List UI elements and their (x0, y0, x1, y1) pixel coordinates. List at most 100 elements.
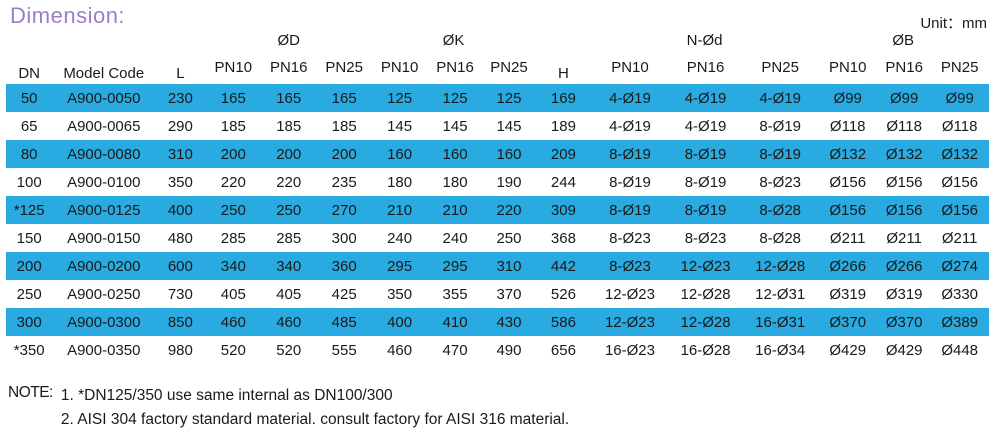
table-cell: 405 (276, 285, 302, 303)
header-group-ok: ØK (442, 32, 465, 49)
header-ob-pn10: PN10 (828, 59, 867, 76)
table-cell: 12-Ø23 (591, 308, 669, 336)
header-ok-pn10: PN10 (380, 59, 419, 76)
table-cell: 4-Ø19 (684, 117, 727, 135)
table-cell: 190 (496, 173, 522, 191)
header-group-od: ØD (277, 32, 300, 49)
table-cell: 400 (371, 308, 428, 336)
table-cell: 405 (220, 285, 246, 303)
table-cell: Ø118 (886, 117, 922, 135)
table-cell: A900-0100 (67, 173, 141, 191)
unit-label: Unit：mm (920, 15, 987, 32)
table-row: 100 A900-0100 350 220 220 235 180 180 190 244 8-Ø1… (6, 168, 989, 196)
table-cell: 355 (442, 285, 468, 303)
table-cell: A900-0065 (67, 117, 141, 135)
table-cell: *125 (6, 196, 53, 224)
dimension-table: DN Model Code L ØD ØK H N-Ød ØB PN10 PN1… (6, 20, 989, 364)
table-cell: 8-Ø19 (609, 173, 651, 191)
table-cell: 480 (167, 229, 193, 247)
table-cell: Ø319 (829, 285, 867, 303)
table-cell: Ø211 (941, 229, 978, 247)
table-cell: 16-Ø34 (755, 341, 806, 359)
table-cell: 442 (535, 252, 592, 280)
table-cell: 150 (16, 229, 42, 247)
table-row: 50 A900-0050 230 165 165 165 125 125 125 169 4-Ø19… (6, 84, 989, 112)
table-cell: A900-0250 (67, 285, 141, 303)
table-cell: 8-Ø19 (591, 140, 669, 168)
table-cell: A900-0080 (52, 140, 156, 168)
table-cell: 165 (205, 84, 261, 112)
table-cell: 8-Ø19 (742, 140, 818, 168)
table-cell: 200 (6, 252, 53, 280)
table-cell: 310 (155, 140, 206, 168)
table-cell: 250 (205, 196, 261, 224)
table-cell: Ø132 (877, 140, 931, 168)
table-row: 150 A900-0150 480 285 285 300 240 240 250 368 8-Ø2… (6, 224, 989, 252)
table-header: DN Model Code L ØD ØK H N-Ød ØB PN10 PN1… (6, 20, 989, 84)
header-h: H (558, 65, 569, 82)
table-cell: Ø274 (930, 252, 989, 280)
table-cell: 850 (155, 308, 206, 336)
header-od-pn10: PN10 (214, 59, 253, 76)
table-cell: 250 (16, 285, 42, 303)
table-cell: 230 (155, 84, 206, 112)
table-cell: 8-Ø19 (668, 140, 743, 168)
table-cell: Ø156 (829, 173, 867, 191)
table-cell: 250 (496, 229, 522, 247)
table-cell: Ø429 (829, 341, 867, 359)
table-cell: Ø156 (817, 196, 878, 224)
table-cell: Ø132 (930, 140, 989, 168)
table-cell: 145 (387, 117, 413, 135)
header-dn: DN (18, 65, 41, 82)
table-cell: 430 (482, 308, 536, 336)
header-model-code: Model Code (63, 65, 145, 82)
table-cell: Ø99 (877, 84, 931, 112)
table-cell: 100 (16, 173, 42, 191)
header-group-nod: N-Ød (686, 32, 723, 49)
table-cell: 125 (371, 84, 428, 112)
table-cell: A900-0350 (67, 341, 141, 359)
table-cell: 290 (167, 117, 193, 135)
table-cell: 410 (427, 308, 483, 336)
table-cell: 160 (482, 140, 536, 168)
table-cell: Ø330 (941, 285, 979, 303)
table-cell: 160 (371, 140, 428, 168)
table-cell: 80 (6, 140, 53, 168)
table-cell: 12-Ø23 (604, 285, 655, 303)
table-cell: Ø389 (930, 308, 989, 336)
table-cell: 8-Ø19 (668, 196, 743, 224)
table-row: 250 A900-0250 730 405 405 425 350 355 370 526 12-Ø… (6, 280, 989, 308)
header-ok-pn25: PN25 (490, 59, 528, 76)
table-cell: 12-Ø28 (668, 308, 743, 336)
table-cell: 189 (550, 117, 576, 135)
table-cell: 526 (550, 285, 576, 303)
table-cell: 160 (427, 140, 483, 168)
table-cell: A900-0150 (67, 229, 141, 247)
table-cell: 210 (427, 196, 483, 224)
table-cell: 220 (482, 196, 536, 224)
table-cell: 285 (220, 229, 246, 247)
table-cell: 200 (261, 140, 317, 168)
header-nod-pn25: PN25 (761, 59, 799, 76)
note-line-2: 2. AISI 304 factory standard material. c… (60, 411, 570, 428)
table-cell: 340 (261, 252, 317, 280)
table-cell: 270 (316, 196, 372, 224)
table-cell: 340 (205, 252, 261, 280)
table-cell: 730 (167, 285, 193, 303)
table-cell: Ø118 (829, 117, 866, 135)
table-cell: 180 (387, 173, 413, 191)
table-cell: 12-Ø28 (742, 252, 818, 280)
table-cell: 12-Ø23 (668, 252, 743, 280)
table-row: 80 A900-0080 310 200 200 200 160 160 160 209 8-Ø19… (6, 140, 989, 168)
table-cell: A900-0200 (52, 252, 156, 280)
table-cell: Ø266 (817, 252, 878, 280)
table-cell: Ø211 (829, 229, 866, 247)
table-cell: Ø429 (885, 341, 923, 359)
table-cell: 16-Ø23 (604, 341, 655, 359)
table-cell: A900-0050 (52, 84, 156, 112)
header-l: L (176, 65, 185, 82)
table-cell: A900-0300 (52, 308, 156, 336)
table-cell: 360 (316, 252, 372, 280)
table-cell: 8-Ø23 (591, 252, 669, 280)
table-cell: 210 (371, 196, 428, 224)
